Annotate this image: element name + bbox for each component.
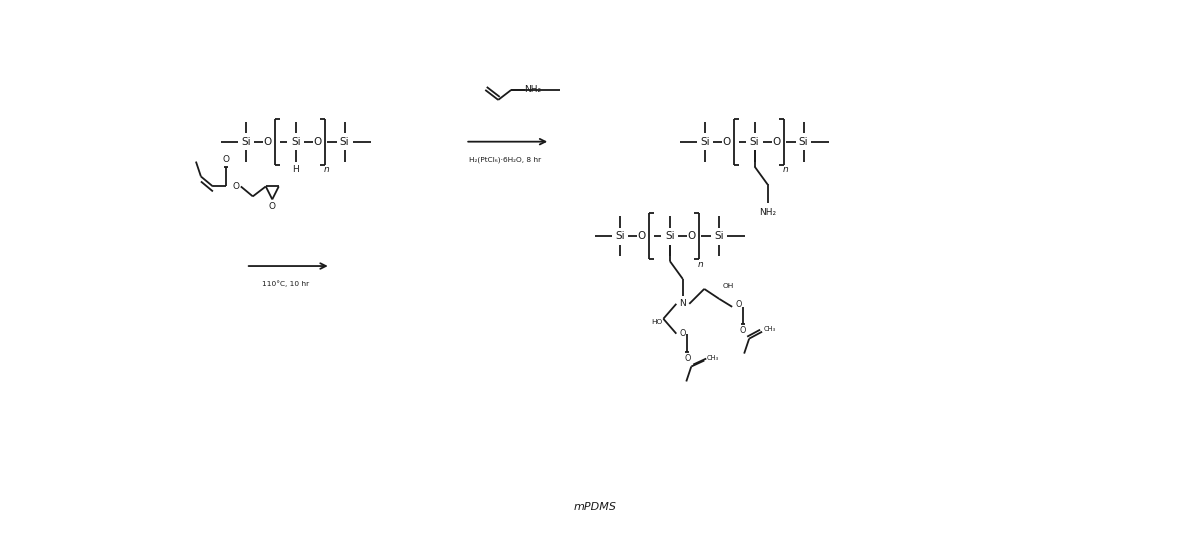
Text: N: N	[679, 299, 687, 308]
Text: Si: Si	[665, 231, 675, 241]
Text: Si: Si	[700, 136, 709, 147]
Text: NH₂: NH₂	[759, 208, 776, 217]
Text: CH₃: CH₃	[706, 354, 719, 360]
Text: O: O	[269, 202, 276, 211]
Text: Si: Si	[615, 231, 625, 241]
Text: 110°C, 10 hr: 110°C, 10 hr	[262, 281, 309, 287]
Text: O: O	[772, 136, 781, 147]
Text: Si: Si	[340, 136, 350, 147]
Text: O: O	[684, 354, 690, 363]
Text: Si: Si	[798, 136, 808, 147]
Text: O: O	[688, 231, 696, 241]
Text: Si: Si	[714, 231, 724, 241]
Text: n: n	[783, 165, 789, 174]
Text: HO: HO	[651, 319, 663, 325]
Text: O: O	[735, 300, 741, 310]
Text: OH: OH	[722, 283, 733, 289]
Text: n: n	[324, 165, 330, 174]
Text: O: O	[722, 136, 731, 147]
Text: O: O	[679, 329, 685, 338]
Text: n: n	[697, 259, 703, 269]
Text: Si: Si	[290, 136, 301, 147]
Text: mPDMS: mPDMS	[574, 502, 616, 512]
Text: Si: Si	[750, 136, 759, 147]
Text: O: O	[223, 155, 230, 164]
Text: H₂(PtCl₆)·6H₂O, 8 hr: H₂(PtCl₆)·6H₂O, 8 hr	[469, 156, 541, 163]
Text: O: O	[313, 136, 321, 147]
Text: CH₃: CH₃	[764, 326, 776, 332]
Text: O: O	[638, 231, 646, 241]
Text: Si: Si	[242, 136, 251, 147]
Text: O: O	[740, 326, 746, 335]
Text: H: H	[293, 165, 299, 174]
Text: NH₂: NH₂	[525, 85, 541, 94]
Text: O: O	[233, 182, 240, 191]
Text: O: O	[264, 136, 271, 147]
